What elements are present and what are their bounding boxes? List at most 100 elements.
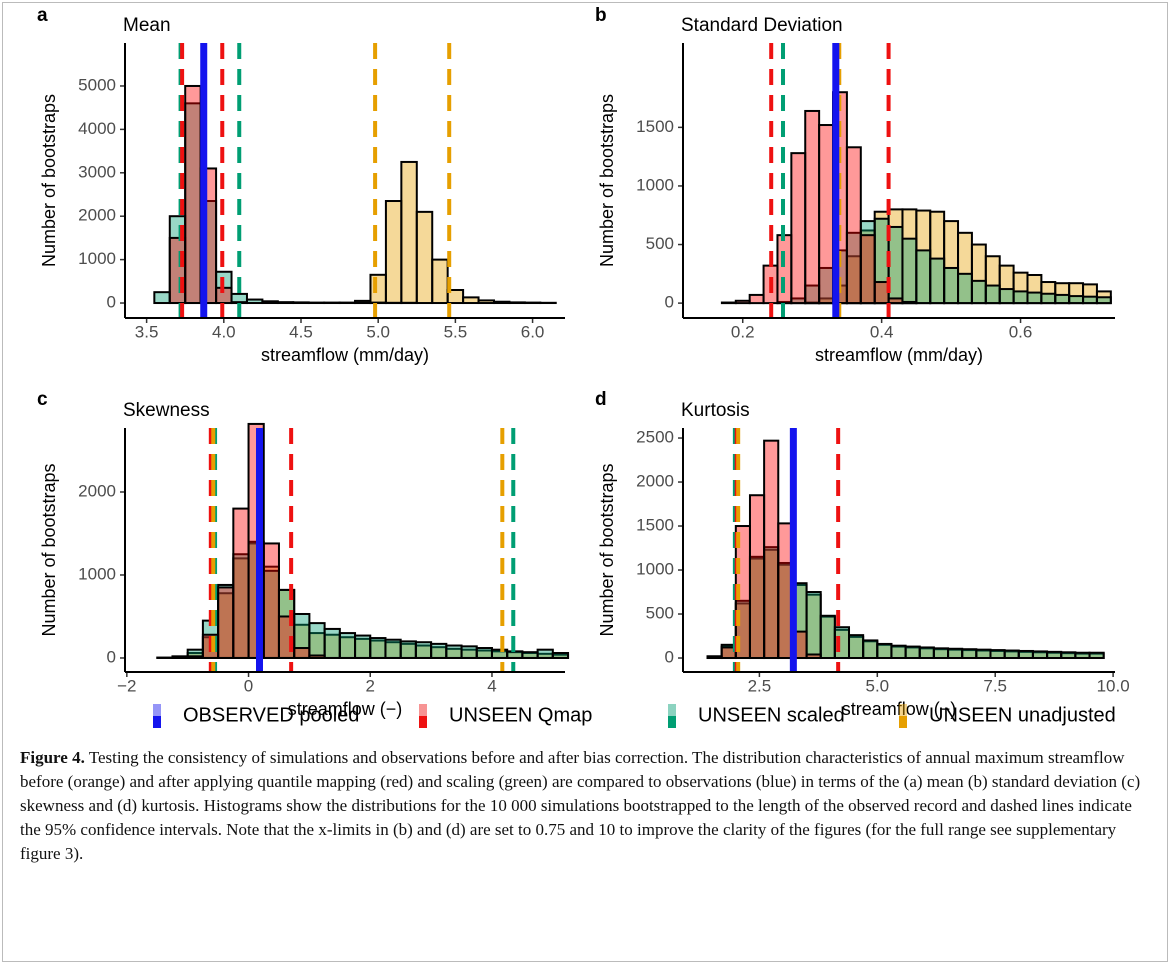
panel-label: a [37,5,48,26]
histogram-bar [1082,295,1098,305]
histogram-bar [901,237,918,305]
histogram-bar [1017,649,1034,660]
histogram-bar [1068,295,1085,305]
x-tick-label: 2 [366,676,375,695]
x-tick-label: 0.2 [731,322,755,341]
panel-label: d [595,389,607,410]
histogram-bar [536,648,554,659]
histogram-bar [292,301,310,305]
x-axis-label: streamflow (mm/day) [815,345,983,365]
y-tick-label: 1500 [636,117,674,136]
x-tick-label: 5.0 [366,322,390,341]
histogram-bar [276,301,295,305]
legend-key [668,704,676,716]
x-tick-label: 7.5 [983,676,1007,695]
histogram-bar [490,648,509,659]
histogram-bar [804,109,821,305]
legend-label: UNSEEN Qmap [449,704,592,726]
histogram-bar [706,655,723,660]
histogram-bar [876,642,893,660]
histogram-bar [904,645,921,660]
histogram-bar [475,647,493,659]
histogram-bar [384,638,402,659]
histogram-bar [998,288,1015,305]
x-tick-label: 3.5 [135,322,159,341]
histogram-bar [323,627,341,659]
legend-key [419,716,427,728]
histogram-bar [262,542,280,659]
histogram-bar [245,298,264,305]
panel-label: c [37,389,48,410]
histogram-bar [1054,293,1071,305]
x-tick-label: 5.5 [444,322,468,341]
histogram-bar [887,297,904,305]
legend-label: UNSEEN unadjusted [929,704,1116,726]
histogram-bar [984,284,1001,305]
histogram-bar [918,646,935,660]
histogram-bar [873,281,890,305]
histogram-bar [845,146,862,305]
histogram-bar [414,641,433,659]
histogram-bar [508,301,526,305]
histogram-bar [230,301,248,305]
y-tick-label: 1000 [636,560,674,579]
histogram-bar [805,653,822,660]
y-tick-label: 5000 [78,75,116,94]
histogram-bar [818,124,835,305]
histogram-bar [308,654,326,659]
histogram-bar [901,300,918,305]
y-tick-label: 1000 [78,249,116,268]
panel-title: Skewness [123,400,210,421]
histogram-bar [1012,290,1029,305]
x-tick-label: 2.5 [748,676,772,695]
legend-key [153,704,161,716]
histogram-bar [369,637,387,659]
x-axis-label: streamflow (−) [842,699,957,719]
y-axis-label: Number of bootstraps [597,463,617,636]
legend-key [419,704,427,716]
y-tick-label: 0 [107,293,116,312]
histogram-bar [462,296,480,305]
histogram-bar [1088,651,1105,660]
histogram-bar [970,279,987,305]
histogram-bar [1095,296,1112,305]
histogram-bar [1003,649,1020,660]
histogram-bar [819,614,836,660]
panel-title: Kurtosis [681,400,750,421]
legend-key [899,716,907,728]
histogram-bar [748,293,765,305]
y-tick-label: 1000 [636,175,674,194]
caption: Figure 4. Testing the consistency of sim… [20,746,1150,866]
x-tick-label: 0.6 [1009,322,1033,341]
histogram-bar [551,651,570,659]
y-tick-label: 0 [665,647,674,666]
x-tick-label: −2 [117,676,136,695]
histogram-bar [400,160,418,305]
histogram-bar [1031,650,1049,660]
histogram-bar [862,639,879,660]
histogram-bar [217,586,235,659]
y-axis-label: Number of bootstraps [39,463,59,636]
histogram-bar [989,649,1006,660]
histogram-bar [184,84,202,305]
histogram-bar [521,651,539,659]
panel-label: b [595,5,607,26]
legend-label: UNSEEN scaled [698,704,845,726]
histogram-bar [915,249,932,305]
y-tick-label: 500 [646,603,674,622]
histogram-bar [859,234,876,305]
histogram-bar [790,152,807,305]
y-tick-label: 1500 [636,516,674,535]
y-tick-label: 500 [646,234,674,253]
y-tick-label: 2000 [636,472,674,491]
histogram-bar [805,591,822,660]
histogram-bar [1026,291,1043,305]
histogram-bar [369,273,387,305]
x-tick-label: 0.4 [870,322,894,341]
x-tick-label: 10.0 [1097,676,1130,695]
histogram-bar [399,640,417,659]
histogram-bar [887,225,904,305]
y-tick-label: 0 [665,293,674,312]
histogram-bar [848,634,865,660]
